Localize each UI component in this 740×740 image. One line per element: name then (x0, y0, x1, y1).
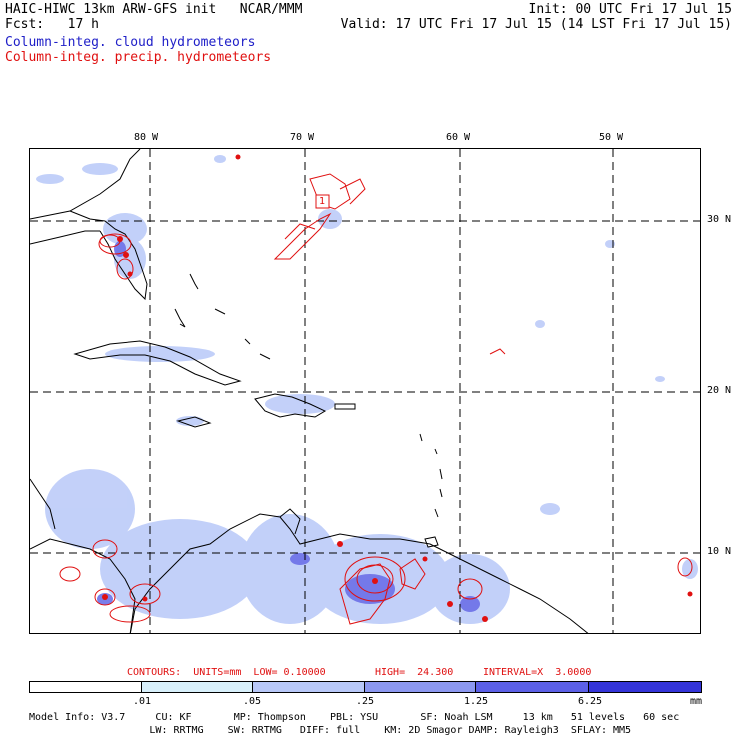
contour-high: HIGH= 24.300 (375, 667, 454, 678)
lon-label-80w: 80 W (134, 132, 159, 143)
colorbar-label-0: .01 (133, 696, 152, 707)
colorbar (29, 681, 702, 693)
model-info-line1: Model Info: V3.7 CU: KF MP: Thompson PBL… (29, 712, 680, 723)
lat-label-20n: 20 N (707, 385, 732, 396)
contour-interval: INTERVAL=X 3.0000 (483, 667, 592, 678)
colorbar-swatch-4 (476, 682, 589, 692)
plot-title: HAIC-HIWC 13km ARW-GFS init NCAR/MMM (5, 2, 303, 17)
field-precip-label: Column-integ. precip. hydrometeors (5, 50, 272, 65)
colorbar-swatch-2 (253, 682, 365, 692)
forecast-hour: Fcst: 17 h (5, 17, 99, 32)
field-cloud-label: Column-integ. cloud hydrometeors (5, 35, 256, 50)
colorbar-units: mm (690, 696, 703, 707)
colorbar-label-2: .25 (356, 696, 375, 707)
colorbar-swatch-3 (365, 682, 476, 692)
precip-contours (59, 173, 693, 625)
lon-label-50w: 50 W (599, 132, 624, 143)
map-panel: 1 (29, 148, 701, 634)
colorbar-label-4: 6.25 (578, 696, 603, 707)
colorbar-label-3: 1.25 (464, 696, 489, 707)
contour-units: CONTOURS: UNITS=mm LOW= 0.10000 (127, 667, 326, 678)
precip-maxima (102, 154, 693, 622)
lon-label-60w: 60 W (446, 132, 471, 143)
valid-time: Valid: 17 UTC Fri 17 Jul 15 (14 LST Fri … (340, 17, 732, 32)
colorbar-swatch-5 (589, 682, 701, 692)
model-info-line2: LW: RRTMG SW: RRTMG DIFF: full KM: 2D Sm… (29, 725, 632, 736)
graticule (30, 149, 700, 633)
init-time: Init: 00 UTC Fri 17 Jul 15 (528, 2, 733, 17)
coastlines (30, 149, 589, 633)
lon-label-70w: 70 W (290, 132, 315, 143)
lat-label-10n: 10 N (707, 546, 732, 557)
map-canvas (30, 149, 700, 633)
colorbar-swatch-1 (142, 682, 253, 692)
colorbar-label-1: .05 (243, 696, 262, 707)
contour-value-label: 1 (319, 196, 326, 207)
colorbar-swatch-0 (30, 682, 142, 692)
contour-label-box (315, 194, 330, 209)
lat-label-30n: 30 N (707, 214, 732, 225)
cloud-hydrometeor-shading (36, 155, 698, 624)
